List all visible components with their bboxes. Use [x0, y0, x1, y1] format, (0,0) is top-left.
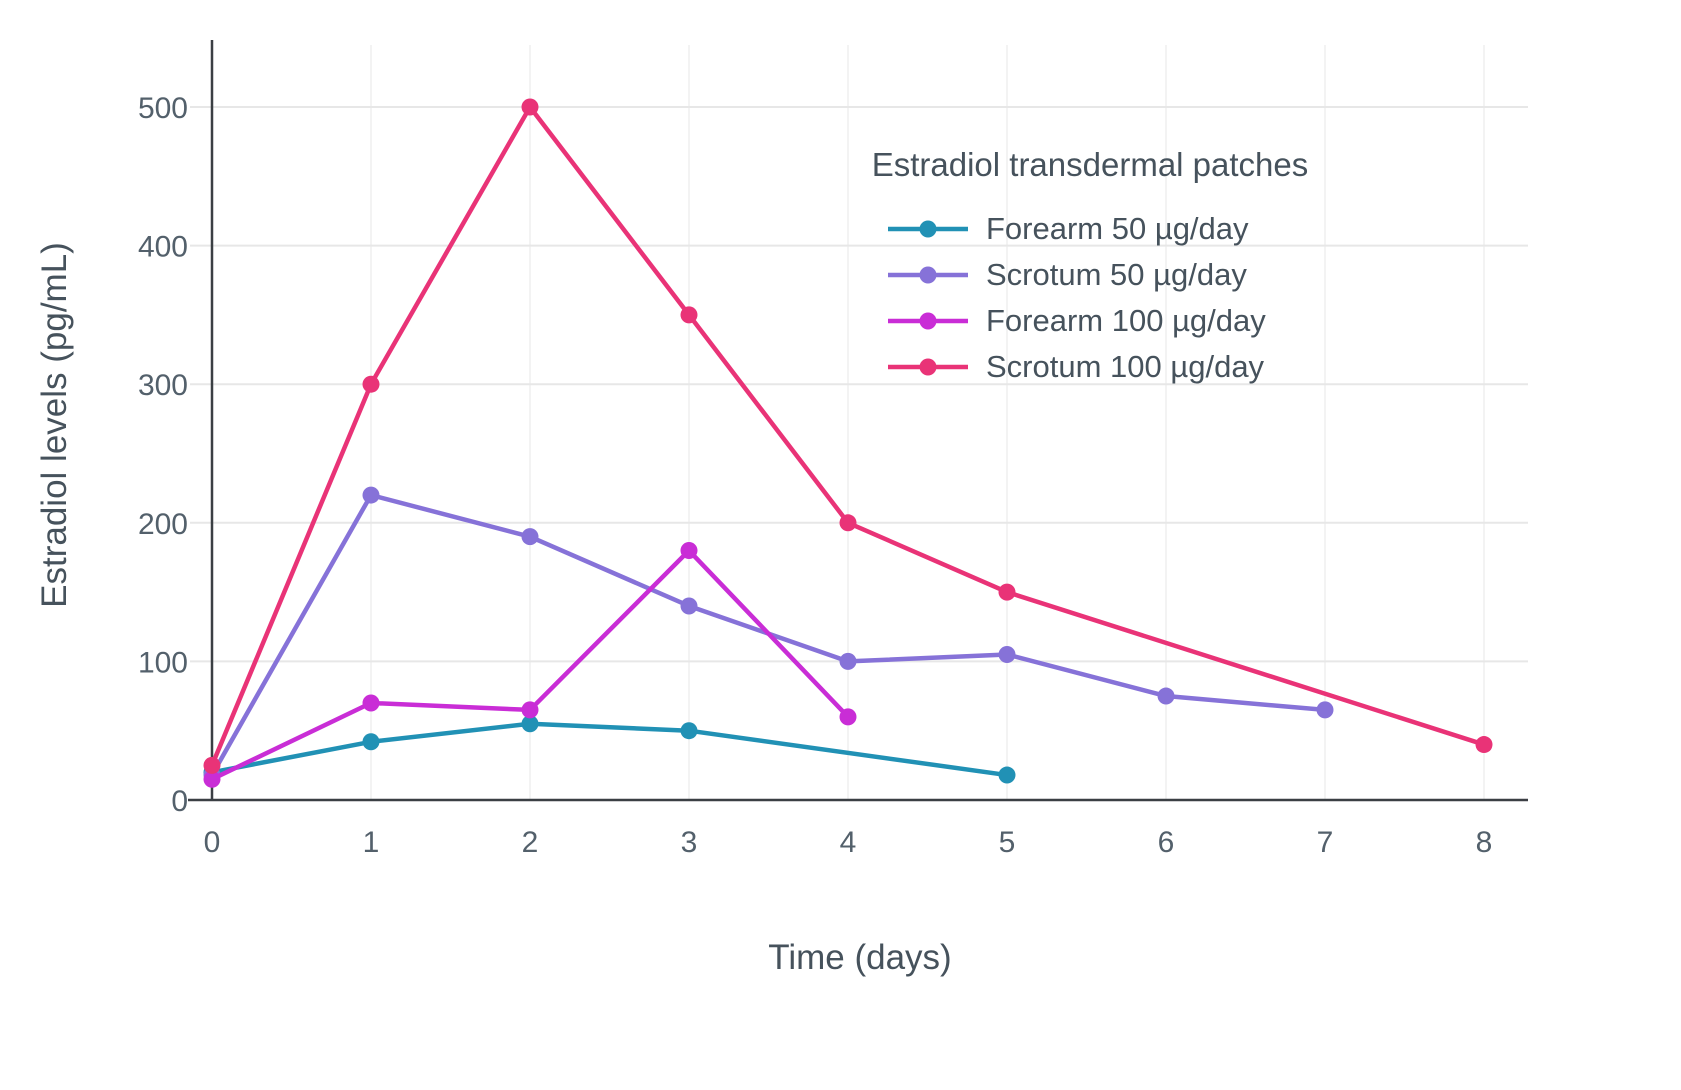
data-point	[521, 98, 539, 116]
legend: Estradiol transdermal patches Forearm 50…	[828, 146, 1352, 390]
y-tick-label: 100	[138, 646, 188, 679]
y-tick-label: 500	[138, 92, 188, 125]
x-axis-title: Time (days)	[768, 938, 952, 977]
y-tick-label: 300	[138, 369, 188, 402]
data-point	[203, 770, 221, 788]
data-point	[1157, 687, 1175, 705]
data-point	[521, 701, 539, 719]
legend-item-scrotum-50-g-day[interactable]: Scrotum 50 µg/day	[828, 252, 1352, 298]
data-point	[362, 733, 380, 751]
y-tick-label: 200	[138, 508, 188, 541]
data-point	[680, 542, 698, 560]
x-tick-label: 2	[522, 826, 539, 859]
x-tick-label: 0	[204, 826, 221, 859]
data-point	[362, 694, 380, 712]
y-axis-title: Estradiol levels (pg/mL)	[35, 242, 74, 608]
x-tick-label: 4	[840, 826, 857, 859]
series-line	[209, 721, 1010, 778]
data-point	[1475, 736, 1493, 754]
x-tick-label: 1	[363, 826, 380, 859]
data-point	[521, 528, 539, 546]
data-point	[521, 715, 539, 733]
data-point	[362, 375, 380, 393]
x-tick-label: 8	[1476, 826, 1493, 859]
y-tick-label: 0	[171, 785, 188, 818]
x-tick-label: 5	[999, 826, 1016, 859]
y-tick-label: 400	[138, 231, 188, 264]
legend-item-scrotum-100-g-day[interactable]: Scrotum 100 µg/day	[828, 344, 1352, 390]
x-tick-label: 7	[1317, 826, 1334, 859]
data-point	[680, 597, 698, 615]
legend-swatch-icon	[888, 358, 968, 376]
data-point	[839, 652, 857, 670]
legend-label: Forearm 100 µg/day	[986, 303, 1266, 338]
x-tick-label: 3	[681, 826, 698, 859]
legend-item-forearm-50-g-day[interactable]: Forearm 50 µg/day	[828, 206, 1352, 252]
data-point	[998, 645, 1016, 663]
data-point	[998, 766, 1016, 784]
legend-title: Estradiol transdermal patches	[871, 146, 1309, 183]
data-point	[680, 306, 698, 324]
legend-label: Scrotum 100 µg/day	[986, 349, 1265, 384]
legend-label: Forearm 50 µg/day	[986, 211, 1249, 246]
data-point	[362, 486, 380, 504]
data-point	[839, 514, 857, 532]
legend-item-forearm-100-g-day[interactable]: Forearm 100 µg/day	[828, 298, 1352, 344]
legend-swatch-icon	[888, 312, 968, 330]
legend-items: Forearm 50 µg/day Scrotum 50 µg/day Forear…	[828, 206, 1352, 390]
data-point	[203, 756, 221, 774]
x-tick-label: 6	[1158, 826, 1175, 859]
legend-swatch-icon	[888, 266, 968, 284]
data-point	[680, 722, 698, 740]
data-point	[839, 708, 857, 726]
data-point	[998, 583, 1016, 601]
legend-swatch-icon	[888, 220, 968, 238]
legend-label: Scrotum 50 µg/day	[986, 257, 1247, 292]
data-point	[1316, 701, 1334, 719]
